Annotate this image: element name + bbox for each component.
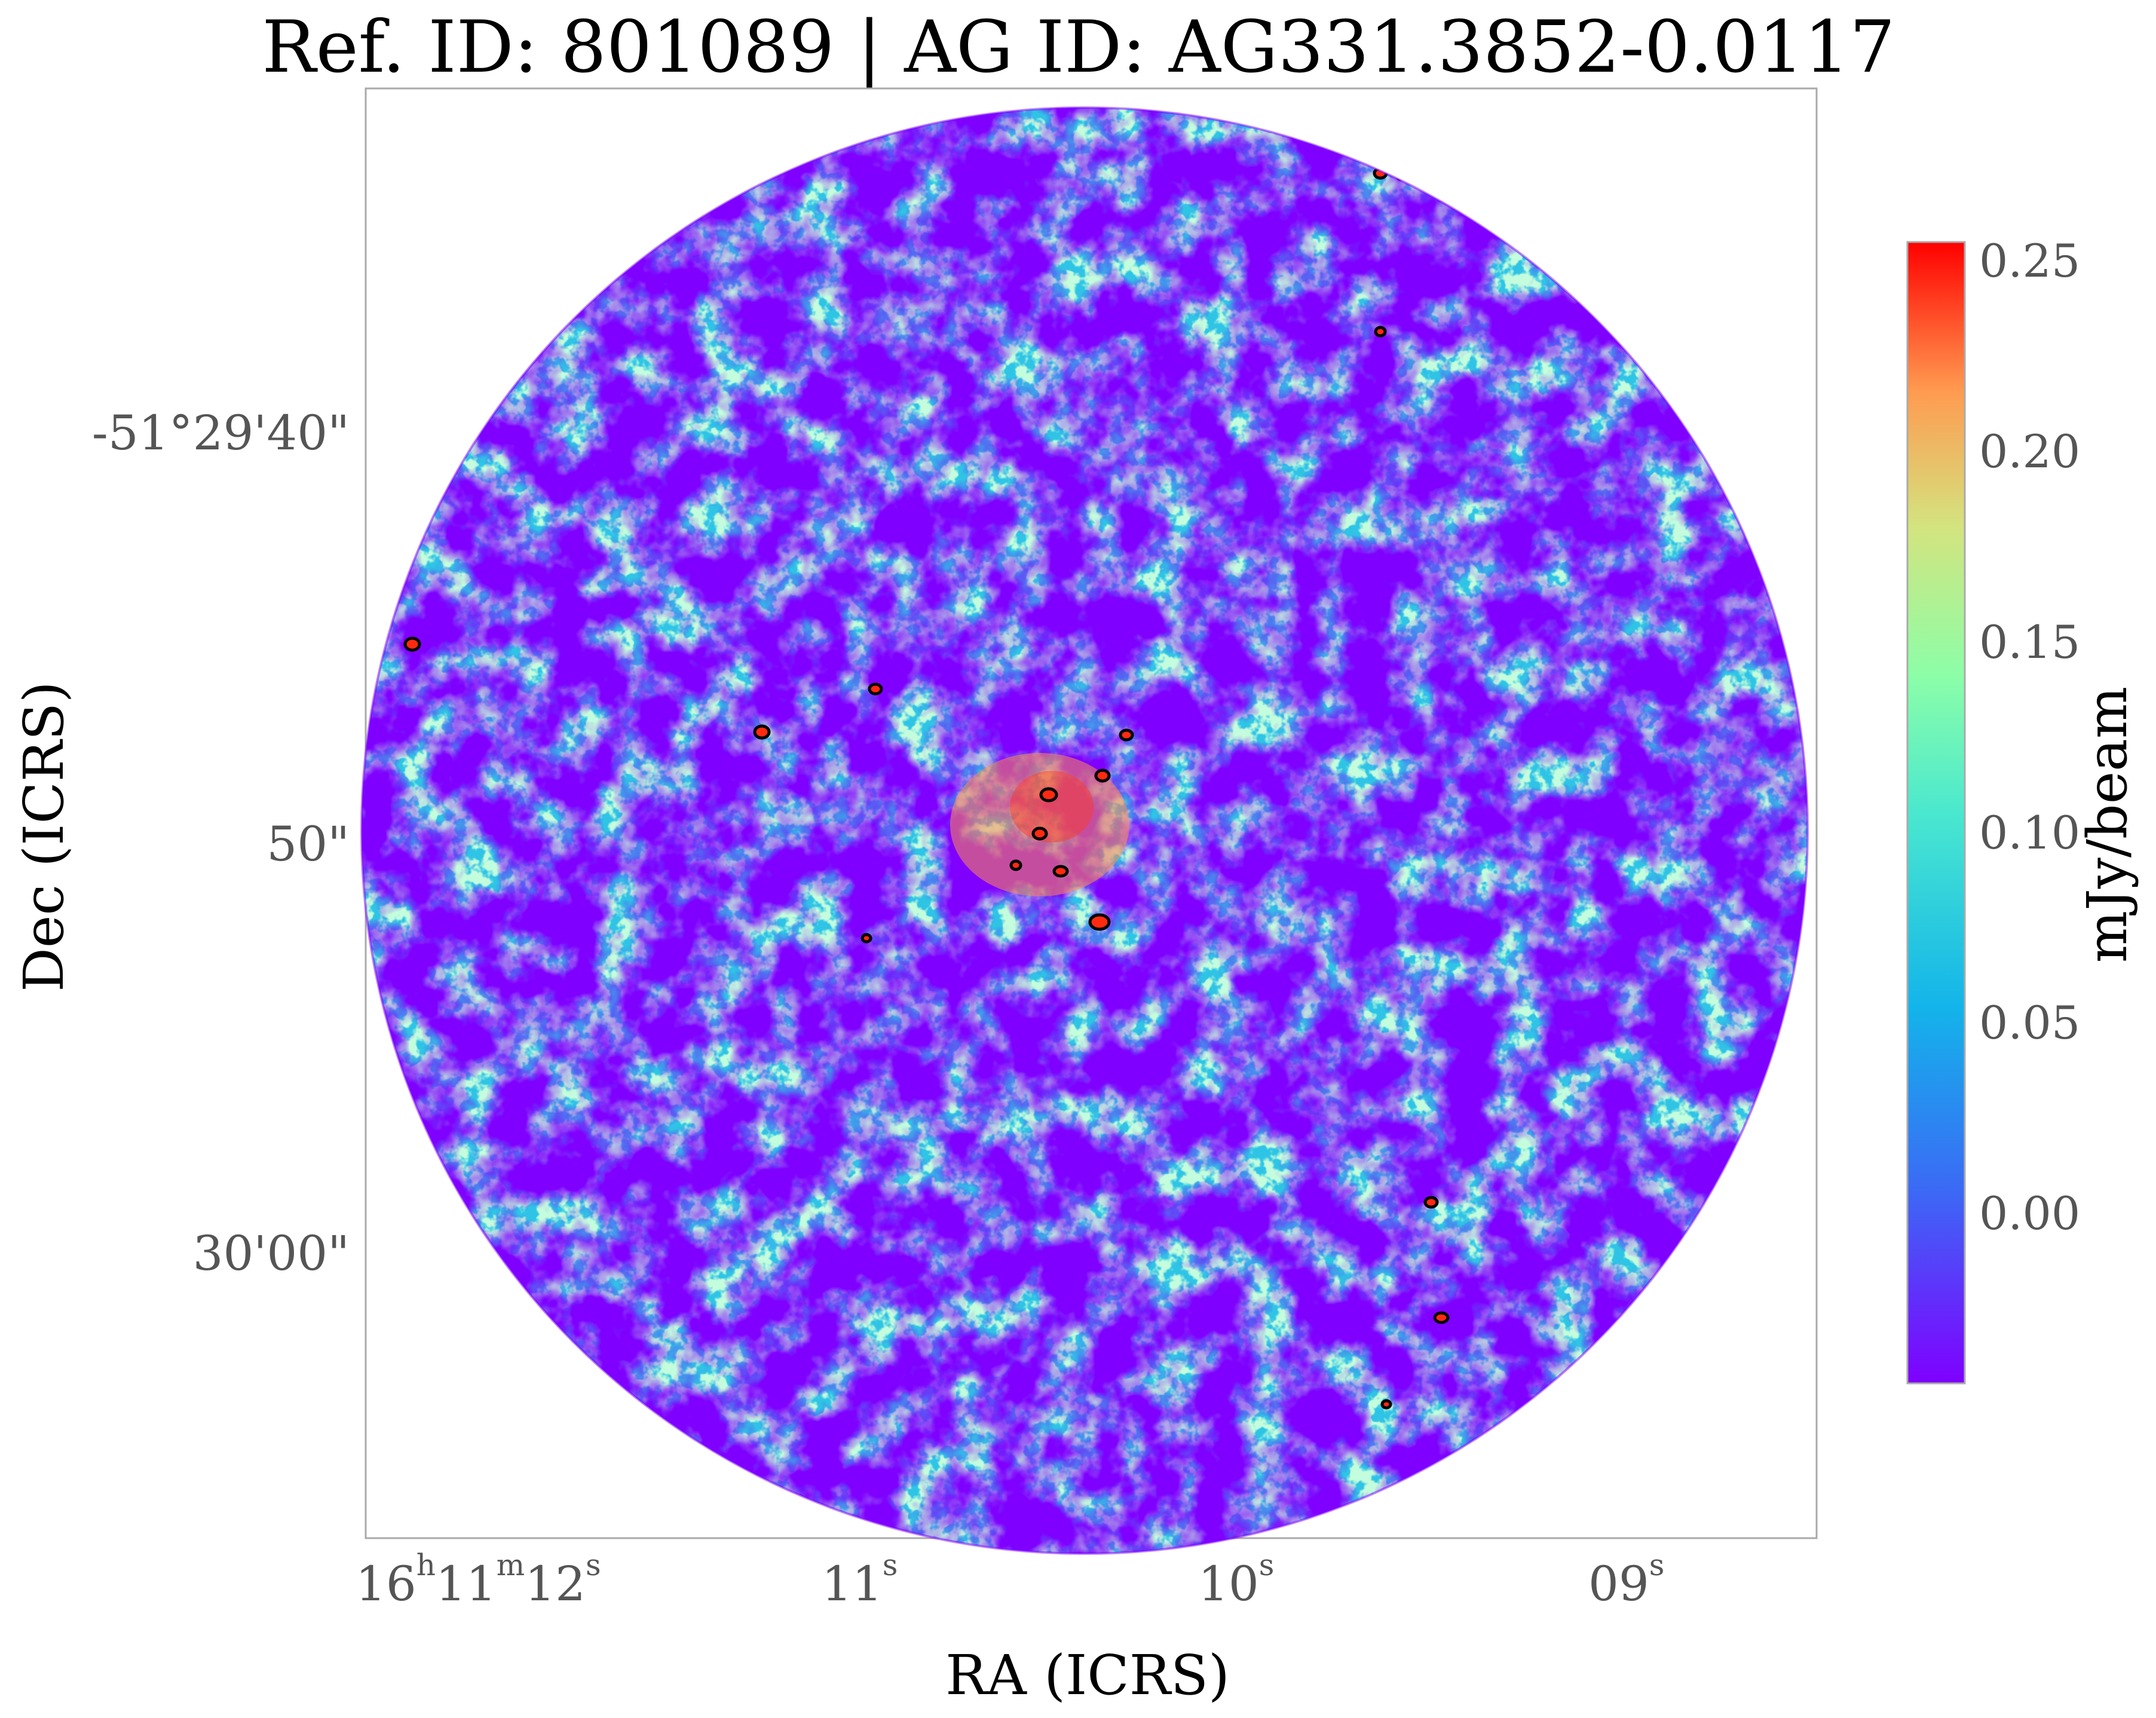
x-tick-label: 09s xyxy=(1588,1548,1664,1612)
plot-title: Ref. ID: 801089 | AG ID: AG331.3852-0.01… xyxy=(262,6,1895,89)
y-axis-label: Dec (ICRS) xyxy=(12,681,76,992)
x-axis-label: RA (ICRS) xyxy=(945,1643,1230,1707)
y-tick-label: -51°29'40" xyxy=(92,405,350,461)
y-tick-label: 50" xyxy=(267,816,350,872)
colorbar-tick-label: 0.05 xyxy=(1979,996,2080,1049)
colorbar-tick-label: 0.15 xyxy=(1979,615,2080,669)
colorbar-tick-label: 0.10 xyxy=(1979,806,2080,859)
colorbar-tick-label: 0.00 xyxy=(1979,1187,2080,1240)
colorbar-label: mJy/beam xyxy=(2075,687,2139,963)
radio-map xyxy=(362,108,1808,1554)
central-emission xyxy=(950,753,1129,896)
colorbar-tick-label: 0.25 xyxy=(1979,234,2080,287)
x-tick-label: 11s xyxy=(822,1548,898,1612)
colorbar-tick-label: 0.20 xyxy=(1979,425,2080,478)
field-edge xyxy=(360,106,1809,1555)
colorbar-ticks: 0.25 0.20 0.15 0.10 0.05 0.00 xyxy=(1979,234,2080,1240)
y-tick-label: 30'00" xyxy=(193,1226,350,1281)
colorbar xyxy=(1906,241,1966,1385)
x-tick-label: 16h11m12s xyxy=(356,1548,601,1612)
x-tick-label: 10s xyxy=(1198,1548,1274,1612)
